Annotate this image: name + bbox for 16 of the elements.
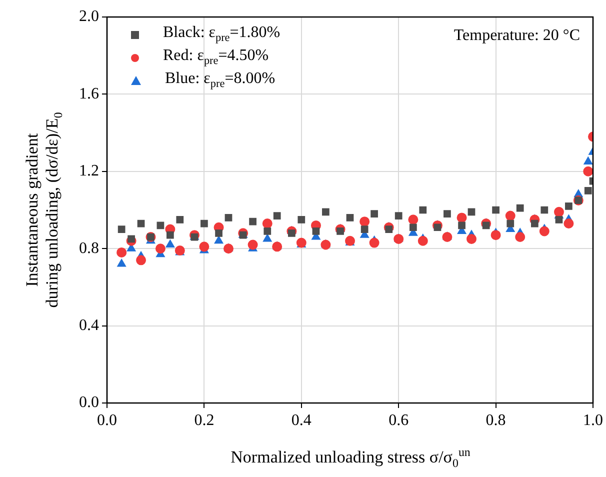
y-tick-label: 1.2 [79, 162, 99, 180]
y-tick-label: 2.0 [79, 8, 99, 26]
legend-label: Black: ε$_{pre}$=1.80% [163, 24, 280, 46]
x-tick-label: 0.0 [97, 412, 117, 429]
y-tick-label: 0.4 [79, 317, 99, 334]
x-tick-label: 0.6 [388, 412, 409, 429]
x-tick-label: 0.2 [194, 412, 214, 429]
x-tick-label: 0.8 [486, 412, 506, 429]
legend-label: Blue: ε$_{pre}$=8.00% [165, 70, 276, 92]
x-tick-label: 0.4 [291, 412, 312, 429]
y-tick-label: 0.0 [79, 394, 99, 412]
y-tick-label: 1.6 [79, 85, 99, 102]
y-tick-label: 0.8 [79, 240, 99, 257]
annotation: Temperature: 20 °C [454, 27, 580, 46]
x-tick-label: 1.0 [583, 412, 603, 429]
legend-label: Red: ε$_{pre}$=4.50% [163, 46, 269, 68]
